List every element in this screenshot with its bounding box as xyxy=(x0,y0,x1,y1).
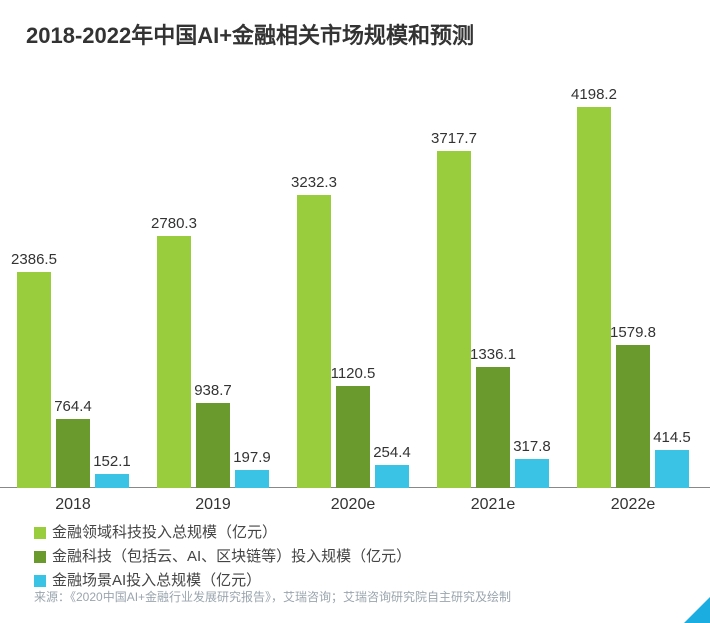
bar xyxy=(336,386,370,488)
bar-value-label: 3717.7 xyxy=(424,130,484,147)
bar xyxy=(375,465,409,488)
bar-value-label: 764.4 xyxy=(43,398,103,415)
bar-value-label: 3232.3 xyxy=(284,174,344,191)
bar-chart: 2386.5764.4152.12780.3938.7197.93232.311… xyxy=(0,80,710,488)
bar xyxy=(17,272,51,488)
bar-group: 2780.3938.7197.9 xyxy=(148,80,278,488)
bar xyxy=(655,450,689,488)
x-axis-label: 2021e xyxy=(428,496,558,514)
bar-group: 4198.21579.8414.5 xyxy=(568,80,698,488)
legend-item: 金融场景AI投入总规模（亿元） xyxy=(34,570,411,592)
bar-value-label: 2386.5 xyxy=(4,251,64,268)
bar-group: 2386.5764.4152.1 xyxy=(8,80,138,488)
bar xyxy=(437,151,471,488)
bar xyxy=(476,367,510,488)
bar xyxy=(196,403,230,488)
x-axis-label: 2022e xyxy=(568,496,698,514)
chart-legend: 金融领域科技投入总规模（亿元）金融科技（包括云、AI、区块链等）投入规模（亿元）… xyxy=(34,522,411,594)
bar-value-label: 414.5 xyxy=(642,429,702,446)
bar-value-label: 254.4 xyxy=(362,444,422,461)
bar-value-label: 938.7 xyxy=(183,382,243,399)
legend-item: 金融领域科技投入总规模（亿元） xyxy=(34,522,411,544)
legend-swatch xyxy=(34,551,46,563)
bar xyxy=(157,236,191,488)
legend-swatch xyxy=(34,527,46,539)
bar-value-label: 2780.3 xyxy=(144,215,204,232)
source-text: 来源：《2020中国AI+金融行业发展研究报告》，艾瑞咨询；艾瑞咨询研究院自主研… xyxy=(34,590,700,604)
bar-value-label: 4198.2 xyxy=(564,86,624,103)
bar-value-label: 317.8 xyxy=(502,438,562,455)
bar xyxy=(297,195,331,488)
legend-item: 金融科技（包括云、AI、区块链等）投入规模（亿元） xyxy=(34,546,411,568)
bar-value-label: 197.9 xyxy=(222,449,282,466)
bar-value-label: 1336.1 xyxy=(463,346,523,363)
bar-group: 3232.31120.5254.4 xyxy=(288,80,418,488)
x-axis-label: 2018 xyxy=(8,496,138,514)
bar xyxy=(515,459,549,488)
legend-swatch xyxy=(34,575,46,587)
bar xyxy=(95,474,129,488)
x-axis-label: 2019 xyxy=(148,496,278,514)
legend-label: 金融领域科技投入总规模（亿元） xyxy=(52,522,277,544)
corner-accent xyxy=(684,597,710,623)
page-title: 2018-2022年中国AI+金融相关市场规模和预测 xyxy=(26,18,474,50)
legend-label: 金融科技（包括云、AI、区块链等）投入规模（亿元） xyxy=(52,546,411,568)
legend-label: 金融场景AI投入总规模（亿元） xyxy=(52,570,261,592)
bar xyxy=(235,470,269,488)
bar-value-label: 1579.8 xyxy=(603,324,663,341)
bar-value-label: 152.1 xyxy=(82,453,142,470)
bar xyxy=(616,345,650,488)
x-axis-label: 2020e xyxy=(288,496,418,514)
bar xyxy=(577,107,611,488)
bar-value-label: 1120.5 xyxy=(323,365,383,382)
bar-group: 3717.71336.1317.8 xyxy=(428,80,558,488)
